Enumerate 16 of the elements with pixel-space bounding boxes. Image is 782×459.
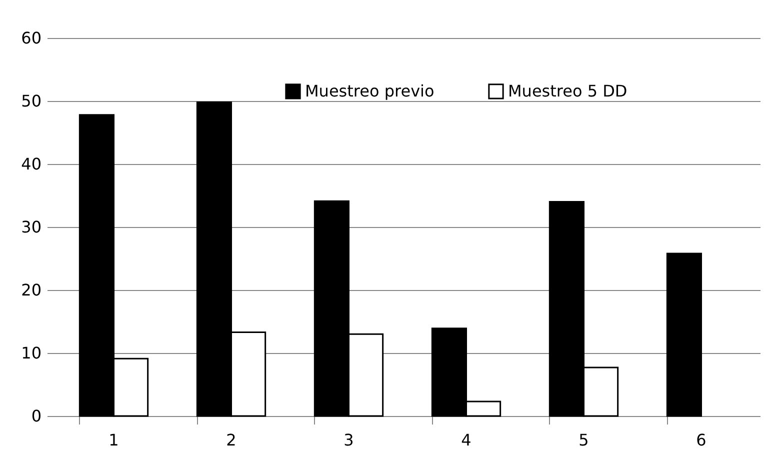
legend-label: Muestreo previo — [305, 81, 434, 100]
x-tick-label: 3 — [344, 430, 354, 450]
y-tick-label: 20 — [21, 280, 42, 300]
y-tick-label: 30 — [21, 218, 42, 236]
legend-label: Muestreo 5 DD — [508, 81, 628, 100]
y-tick-label: 10 — [21, 344, 42, 362]
y-tick-label: 40 — [21, 154, 42, 174]
y-tick-label: 0 — [31, 406, 42, 426]
bar — [666, 252, 702, 417]
x-tick-label: 2 — [226, 430, 236, 450]
x-tick-label: 4 — [461, 430, 472, 450]
x-tick-label: 6 — [696, 430, 706, 450]
x-tick-label: 5 — [578, 430, 589, 450]
x-tick-label: 1 — [108, 430, 119, 450]
y-tick-label: 50 — [21, 92, 42, 110]
y-tick-label: 60 — [21, 28, 42, 48]
